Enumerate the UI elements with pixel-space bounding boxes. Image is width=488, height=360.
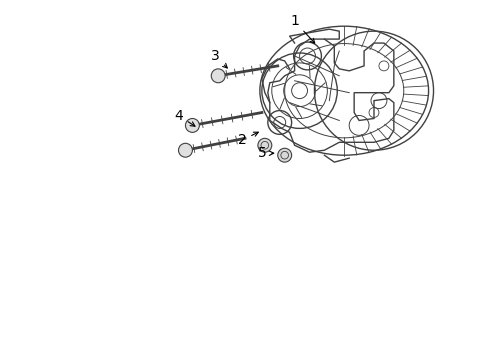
Circle shape — [257, 138, 271, 152]
Text: 1: 1 — [289, 14, 314, 43]
Circle shape — [211, 69, 224, 83]
Text: 2: 2 — [237, 132, 258, 147]
Circle shape — [178, 143, 192, 157]
Circle shape — [277, 148, 291, 162]
Text: 4: 4 — [174, 108, 195, 126]
Text: 3: 3 — [210, 49, 227, 68]
Circle shape — [185, 118, 199, 132]
Text: 5: 5 — [257, 146, 273, 160]
